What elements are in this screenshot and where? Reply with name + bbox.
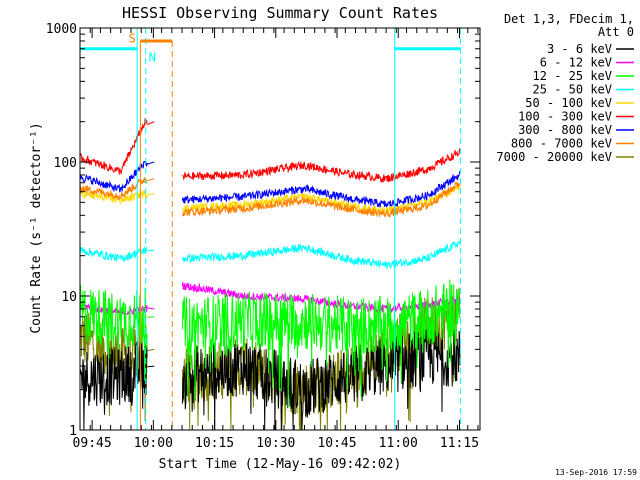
x-tick-label: 10:30 — [256, 436, 295, 451]
series-layer — [79, 118, 461, 431]
legend-label: 12 - 25 keV — [533, 69, 612, 83]
x-tick-label: 10:15 — [195, 436, 234, 451]
x-axis-label: Start Time (12-May-16 09:42:02) — [159, 457, 402, 472]
y-tick-label: 1 — [69, 424, 77, 439]
axes-layer: 1 10 100 1000 09:45 10:00 10:15 10:30 10:45 11:00… — [46, 22, 481, 451]
legend-label: 25 - 50 keV — [533, 83, 612, 97]
series-line-3-6keV — [79, 328, 461, 431]
footer-date: 13-Sep-2016 17:59 — [555, 468, 637, 477]
legend-label: 100 - 300 keV — [518, 110, 612, 124]
plot-frame — [79, 27, 481, 431]
y-axis-label: Count Rate (s⁻¹ detector⁻¹) — [29, 122, 44, 333]
legend-label: 6 - 12 keV — [540, 56, 612, 70]
y-tick-label: 1000 — [46, 22, 77, 37]
legend-label: 50 - 100 keV — [525, 96, 612, 110]
legend-label: 300 - 800 keV — [518, 123, 612, 137]
legend-label: 7000 - 20000 keV — [496, 150, 612, 164]
legend-label: 3 - 6 keV — [547, 42, 612, 56]
series-line-800-7000keV — [79, 176, 461, 218]
night-annotation: N — [149, 51, 156, 65]
x-tick-label: 10:45 — [317, 436, 356, 451]
series-line-25-50keV — [79, 241, 461, 269]
x-tick-label: 09:45 — [73, 436, 112, 451]
legend-label: 800 - 7000 keV — [511, 137, 612, 151]
y-tick-label: 10 — [61, 290, 77, 305]
x-tick-label: 11:15 — [440, 436, 479, 451]
x-tick-label: 10:00 — [134, 436, 173, 451]
saa-annotation: S — [129, 31, 136, 45]
flag-layer: SN — [80, 28, 461, 430]
legend-header-line: Att 0 — [598, 25, 634, 39]
series-line-12-25keV — [79, 279, 461, 408]
x-tick-label: 11:00 — [379, 436, 418, 451]
y-tick-label: 100 — [54, 156, 77, 171]
series-line-100-300keV — [79, 118, 461, 184]
series-line-300-800keV — [79, 160, 461, 208]
legend-header-line: Det 1,3, FDecim 1, — [504, 12, 634, 26]
chart-title: HESSI Observing Summary Count Rates — [122, 4, 438, 22]
